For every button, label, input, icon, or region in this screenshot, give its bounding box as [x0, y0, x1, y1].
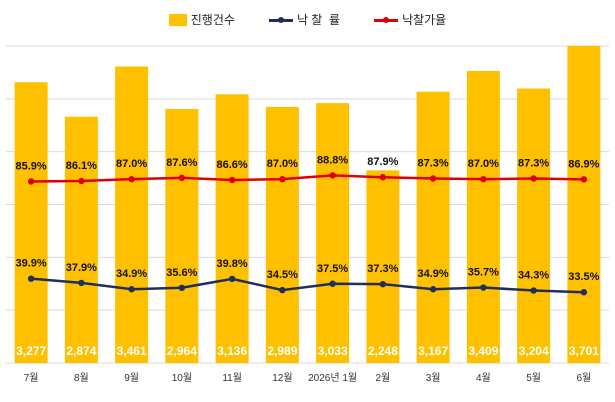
- price-ratio-point: [279, 175, 286, 183]
- price-ratio-label: 87.0%: [468, 158, 499, 170]
- price-ratio-label: 87.0%: [267, 158, 298, 170]
- bar-value-label: 2,964: [167, 344, 197, 358]
- price-ratio-label: 86.6%: [217, 159, 248, 171]
- price-ratio-point: [178, 174, 186, 182]
- x-tick-label: 7월: [24, 372, 39, 384]
- x-tick-label: 2월: [375, 372, 390, 384]
- price-ratio-label: 87.9%: [367, 156, 398, 168]
- x-tick-label: 11월: [222, 372, 242, 384]
- win-rate-point: [78, 279, 85, 287]
- bar-value-label: 3,136: [217, 344, 247, 358]
- price-ratio-label: 88.8%: [317, 154, 348, 166]
- price-ratio-label: 87.3%: [418, 158, 449, 170]
- win-rate-point: [228, 275, 236, 283]
- bar-value-label: 2,248: [368, 344, 398, 358]
- bar: [416, 91, 450, 364]
- bar: [265, 106, 299, 363]
- x-tick-label: 2026년 1월: [308, 372, 357, 384]
- bar-value-label: 3,204: [519, 344, 549, 358]
- win-rate-point: [128, 286, 135, 293]
- x-tick-label: 5월: [526, 372, 541, 384]
- price-ratio-label: 87.0%: [116, 158, 147, 170]
- price-ratio-label: 86.1%: [66, 160, 97, 172]
- bar: [14, 82, 48, 363]
- bar: [316, 103, 350, 363]
- x-tick-label: 12월: [272, 372, 292, 384]
- bar-value-label: 3,409: [468, 344, 498, 358]
- price-ratio-label: 87.6%: [166, 157, 197, 169]
- bar-value-label: 3,461: [117, 344, 147, 358]
- price-ratio-label: 86.9%: [568, 158, 599, 170]
- win-rate-point: [178, 284, 186, 291]
- win-rate-label: 34.9%: [116, 268, 147, 280]
- win-rate-point: [379, 280, 387, 288]
- x-tick-label: 10월: [172, 372, 192, 384]
- price-ratio-point: [128, 175, 135, 183]
- legend-label-price-ratio: 낙찰가율: [402, 13, 447, 27]
- legend-item-bars: 진행건수: [168, 11, 235, 28]
- bar-value-label: 3,033: [318, 344, 348, 358]
- bar: [466, 70, 500, 363]
- win-rate-label: 39.9%: [16, 258, 47, 270]
- x-tick-label: 8월: [74, 372, 89, 384]
- legend-item-price-ratio: 낙찰가율: [374, 11, 446, 28]
- price-ratio-line: [31, 174, 584, 183]
- legend-swatch-bars: [168, 13, 187, 26]
- price-ratio-point: [580, 176, 588, 183]
- win-rate-point: [329, 280, 336, 287]
- win-rate-label: 34.5%: [267, 269, 298, 281]
- win-rate-label: 33.5%: [568, 271, 599, 283]
- x-tick-label: 3월: [426, 372, 441, 384]
- bar: [165, 109, 199, 363]
- bar-value-label: 3,277: [16, 344, 46, 358]
- win-rate-point: [530, 287, 537, 294]
- x-tick-label: 9월: [124, 372, 139, 384]
- price-ratio-point: [480, 175, 487, 183]
- bar: [64, 116, 98, 364]
- price-ratio-point: [379, 174, 387, 181]
- win-rate-line: [31, 277, 584, 294]
- win-rate-point: [429, 286, 437, 293]
- price-ratio-point: [530, 175, 537, 182]
- win-rate-point: [279, 286, 286, 294]
- price-ratio-label: 87.3%: [518, 158, 549, 170]
- win-rate-label: 37.9%: [66, 262, 97, 274]
- bar-value-label: 2,874: [66, 344, 96, 358]
- bar: [567, 45, 601, 363]
- win-rate-label: 39.8%: [217, 258, 248, 270]
- x-tick-label: 4월: [476, 372, 491, 384]
- win-rate-point: [480, 284, 487, 291]
- legend-item-win-rate: 낙 찰 률: [268, 11, 341, 28]
- price-ratio-point: [78, 177, 85, 185]
- legend-swatch-win-rate: [268, 14, 293, 26]
- win-rate-label: 34.9%: [418, 268, 449, 280]
- legend-label-win-rate: 낙 찰 률: [296, 13, 341, 27]
- price-ratio-point: [329, 172, 336, 179]
- win-rate-label: 37.3%: [367, 263, 398, 275]
- win-rate-point: [580, 289, 588, 296]
- bar: [115, 66, 149, 363]
- bar: [215, 94, 249, 364]
- bar-value-label: 2,989: [267, 344, 297, 358]
- legend-label-bars: 진행건수: [190, 13, 235, 27]
- bar: [517, 88, 551, 364]
- win-rate-label: 34.3%: [518, 270, 549, 282]
- price-ratio-label: 85.9%: [16, 160, 47, 172]
- legend-swatch-price-ratio: [374, 14, 399, 26]
- win-rate-label: 37.5%: [317, 263, 348, 275]
- bar-value-label: 3,701: [569, 344, 599, 358]
- bar-value-label: 3,167: [418, 344, 448, 358]
- price-ratio-point: [228, 176, 236, 184]
- price-ratio-point: [429, 175, 437, 182]
- legend: 진행건수 낙 찰 률 낙찰가율: [0, 11, 615, 28]
- win-rate-label: 35.7%: [468, 267, 499, 279]
- bar: [366, 170, 400, 363]
- win-rate-label: 35.6%: [166, 267, 197, 279]
- win-rate-point: [27, 275, 35, 282]
- x-tick-label: 6월: [576, 372, 591, 384]
- price-ratio-point: [27, 178, 35, 185]
